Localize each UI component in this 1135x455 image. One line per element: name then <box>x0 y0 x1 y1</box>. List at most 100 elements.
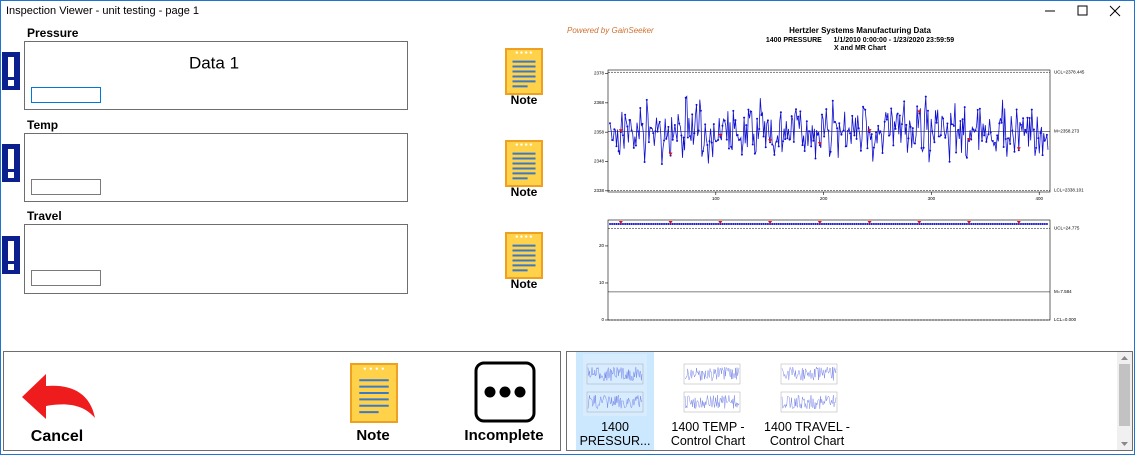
note-icon[interactable] <box>505 140 543 187</box>
trace-point <box>855 223 858 225</box>
note-star <box>515 143 518 146</box>
trace-point <box>1037 137 1040 140</box>
trace-point <box>609 223 611 225</box>
trace-point <box>611 138 614 141</box>
trace-point <box>870 133 873 136</box>
trace-point <box>706 223 709 225</box>
trace-point <box>630 223 633 225</box>
trace-point <box>660 162 663 165</box>
incomplete-icon[interactable] <box>474 361 536 423</box>
trace-point <box>994 223 997 225</box>
thumb-frame <box>683 391 741 413</box>
trace-point <box>702 223 705 225</box>
trace-point <box>998 122 1001 125</box>
incomplete-label[interactable]: Incomplete <box>464 427 543 444</box>
travel-input[interactable] <box>31 270 101 286</box>
trace-point <box>920 147 923 150</box>
close-button[interactable] <box>1109 5 1121 17</box>
y-tick-label: 2338 <box>594 188 605 193</box>
trace-point <box>693 132 696 135</box>
trace-point <box>1015 108 1018 111</box>
thumb-trace <box>684 395 740 409</box>
temp-input[interactable] <box>31 179 101 195</box>
trace-point <box>898 223 901 225</box>
thumbnail-image[interactable] <box>777 354 841 416</box>
scroll-up[interactable] <box>1121 356 1128 360</box>
maximize-button[interactable] <box>1077 5 1088 16</box>
trace-point <box>795 223 798 225</box>
alarm-marker <box>1016 221 1021 224</box>
trace-point <box>862 105 865 108</box>
trace-point <box>924 223 927 225</box>
cancel-icon[interactable] <box>22 374 95 419</box>
trace-point <box>983 223 986 225</box>
trace-point <box>710 223 713 225</box>
trace-point <box>810 223 813 225</box>
note-label[interactable]: Note <box>356 427 389 444</box>
note-icon[interactable] <box>505 232 543 279</box>
note-label[interactable]: Note <box>511 277 538 291</box>
trace-point <box>983 134 986 137</box>
control-limit-label: LCL=2338.101 <box>1054 188 1084 193</box>
trace-point <box>617 150 620 153</box>
trace-point <box>656 223 659 225</box>
trace-point <box>948 223 951 225</box>
trace-point <box>935 121 938 124</box>
note-star <box>520 235 523 238</box>
trace-point <box>777 145 780 148</box>
trace-point <box>753 223 756 225</box>
trace-point <box>628 223 631 225</box>
trace-point <box>689 135 692 138</box>
trace-point <box>840 133 843 136</box>
trace-point <box>963 106 966 109</box>
trace-point <box>842 223 845 225</box>
trace-point <box>955 223 958 225</box>
thumbnail-image[interactable] <box>680 354 744 416</box>
trace-point <box>859 149 862 152</box>
trace-point <box>989 131 992 134</box>
y-tick-label: 0 <box>601 317 604 322</box>
trace-point <box>779 223 782 225</box>
trace-point <box>667 223 670 225</box>
trace-point <box>946 223 949 225</box>
thumbnail-label[interactable]: 1400 TEMP - Control Chart <box>670 420 746 448</box>
trace-point <box>777 223 780 225</box>
trace-point <box>699 109 702 112</box>
note-star <box>529 235 533 238</box>
trace-point <box>632 223 635 225</box>
trace-point <box>699 223 702 225</box>
thumbnail-label[interactable]: 1400 PRESSUR... <box>579 420 651 448</box>
trace-point <box>738 223 741 225</box>
scroll-down[interactable] <box>1121 442 1128 446</box>
trace-point <box>985 140 988 143</box>
trace-point <box>937 223 940 225</box>
pressure-input[interactable] <box>31 87 101 103</box>
x-tick-label: 400 <box>1035 196 1043 201</box>
trace-point <box>970 223 973 225</box>
thumb-bg <box>777 354 841 416</box>
note-star <box>520 143 523 146</box>
alarm-marker <box>817 142 822 146</box>
control-limit-label: UCL=2378.445 <box>1054 69 1085 74</box>
trace-point <box>922 146 925 149</box>
note-label[interactable]: Note <box>511 93 538 107</box>
thumbnail-image[interactable] <box>583 354 647 416</box>
trace-point <box>859 223 862 225</box>
thumb-frame <box>780 363 838 385</box>
thumbnail-label[interactable]: 1400 TRAVEL - Control Chart <box>764 420 850 448</box>
trace-point <box>717 223 720 225</box>
note-star <box>515 235 518 238</box>
trace-point <box>740 153 743 156</box>
note-icon[interactable] <box>350 363 398 423</box>
scrollbar-thumb[interactable] <box>1119 364 1130 426</box>
trace-point <box>714 223 717 225</box>
cancel-label[interactable]: Cancel <box>31 428 83 445</box>
note-icon[interactable] <box>505 48 543 95</box>
trace-point <box>621 223 624 225</box>
thumb-frame <box>780 391 838 413</box>
note-label[interactable]: Note <box>511 185 538 199</box>
trace-point <box>987 223 990 225</box>
trace-point <box>926 223 929 225</box>
trace-point <box>820 113 823 116</box>
trace-point <box>650 223 653 225</box>
